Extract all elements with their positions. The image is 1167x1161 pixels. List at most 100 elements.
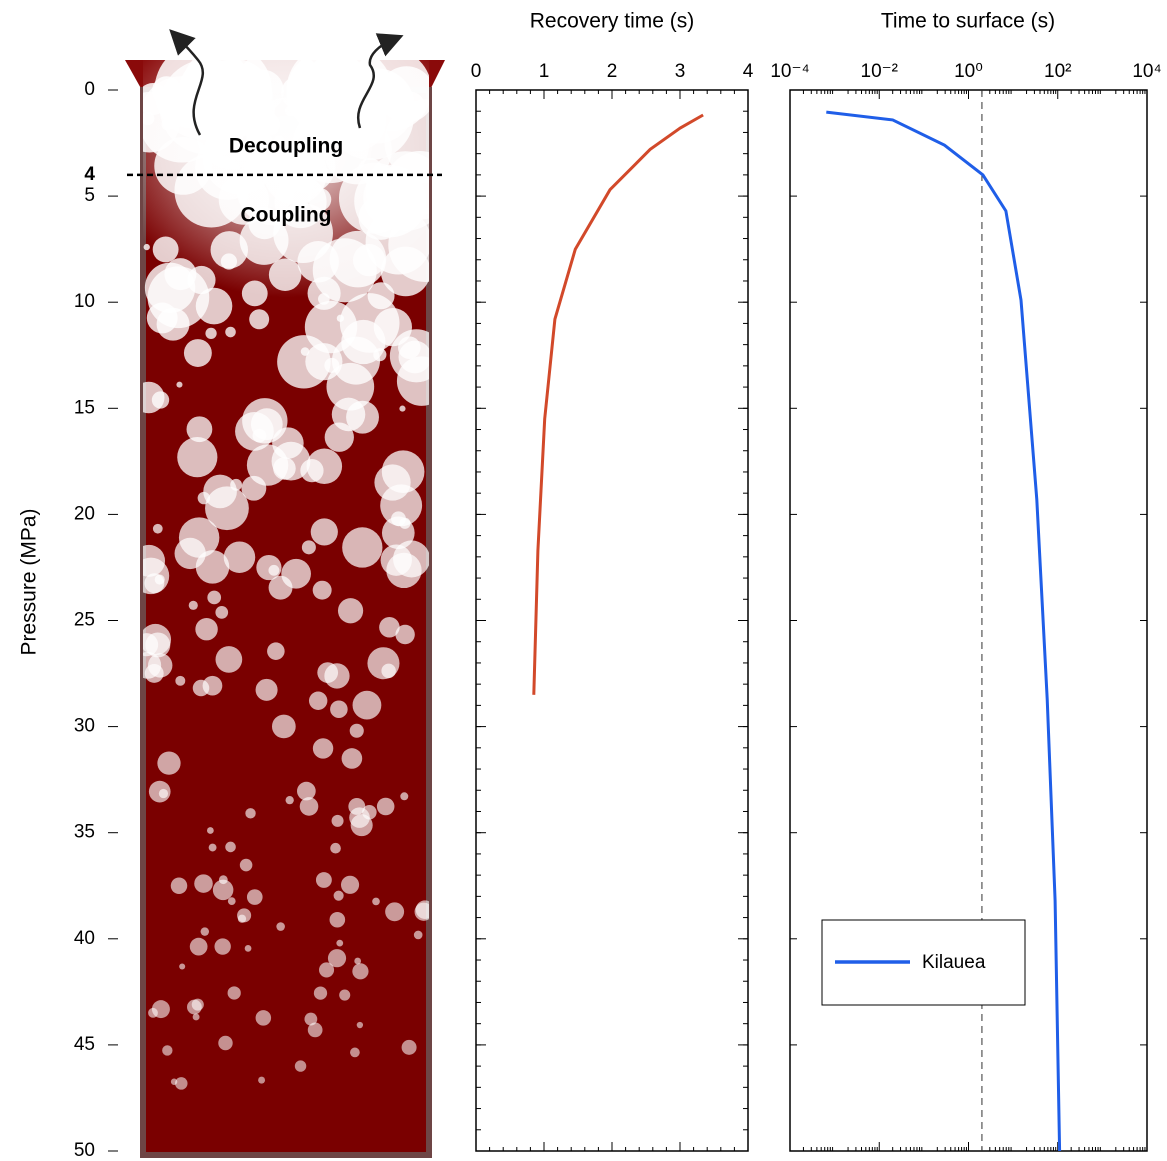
bubble <box>202 675 223 696</box>
bubble <box>183 339 212 367</box>
bubble <box>301 540 316 555</box>
bubble <box>381 516 415 550</box>
bubble <box>299 797 319 816</box>
bubble <box>356 1021 364 1029</box>
bubble <box>237 914 247 923</box>
chart-title: Time to surface (s) <box>881 10 1055 33</box>
bubble <box>175 1077 188 1090</box>
bubble <box>352 690 382 720</box>
bubble <box>312 738 334 759</box>
bubble <box>385 902 405 922</box>
bubble <box>281 558 311 589</box>
bubble <box>157 751 181 775</box>
bubble <box>367 647 400 680</box>
bubble <box>352 963 369 980</box>
bubble <box>376 797 395 816</box>
bubble <box>176 381 183 388</box>
bubble <box>200 927 210 936</box>
bubble <box>215 646 243 673</box>
bubble <box>341 748 363 769</box>
bubble <box>393 540 429 578</box>
bubble <box>337 598 364 624</box>
bubble <box>399 405 406 412</box>
bubble <box>246 889 263 905</box>
bubble <box>144 573 165 594</box>
bubble <box>250 408 283 441</box>
y-tick-label: 30 <box>74 716 95 737</box>
bubble <box>372 897 380 906</box>
bubble <box>327 949 347 968</box>
bubble <box>395 624 415 645</box>
bubble <box>391 511 406 527</box>
bubble <box>319 962 335 978</box>
bubble <box>340 875 360 894</box>
bubble <box>373 307 412 347</box>
bubble <box>205 327 217 340</box>
x-tick-label: 1 <box>539 61 550 82</box>
bubble <box>413 930 423 940</box>
x-tick-label: 10² <box>1044 61 1071 82</box>
y-tick-label: 45 <box>74 1034 95 1055</box>
y-tick-label: 15 <box>74 397 95 418</box>
bubble <box>304 1012 318 1026</box>
conduit <box>125 29 445 1158</box>
bubble <box>177 437 218 478</box>
bubble <box>223 541 256 573</box>
bubble <box>207 827 214 834</box>
bubble <box>396 356 429 406</box>
bubble <box>179 963 186 970</box>
bubble <box>143 633 159 657</box>
bubble <box>192 1013 200 1021</box>
bubble <box>305 343 343 381</box>
bubble <box>330 700 348 718</box>
bubble <box>152 523 163 534</box>
bubble <box>174 537 206 570</box>
bubble <box>342 527 383 568</box>
bubble <box>285 795 294 805</box>
bubble <box>143 381 165 414</box>
x-tick-label: 10⁰ <box>954 61 983 82</box>
bubble <box>313 986 328 1000</box>
x-tick-label: 10⁻² <box>861 61 899 82</box>
x-tick-label: 3 <box>675 61 686 82</box>
bubble <box>381 450 425 494</box>
x-tick-label: 2 <box>607 61 618 82</box>
bubble <box>310 518 338 546</box>
bubble <box>207 590 222 605</box>
bubble <box>350 814 373 837</box>
bubble <box>244 945 252 952</box>
bubble <box>188 600 198 610</box>
bubble <box>156 307 190 341</box>
bubble <box>336 939 344 947</box>
y-tick-label: 25 <box>74 610 95 631</box>
x-tick-label: 0 <box>471 61 482 82</box>
bubble <box>331 336 381 385</box>
chart-title: Recovery time (s) <box>530 10 695 33</box>
bubble <box>255 1010 272 1026</box>
y-tick-label: 50 <box>74 1140 95 1161</box>
bubble <box>194 874 213 893</box>
bubble <box>162 1045 173 1056</box>
bubble <box>189 937 208 956</box>
bubble <box>218 875 228 885</box>
bubble <box>350 1047 360 1058</box>
y-tick-label: 35 <box>74 822 95 843</box>
bubble <box>143 544 166 577</box>
bubble <box>267 642 285 660</box>
bubble <box>271 714 296 739</box>
bubble <box>227 897 236 906</box>
legend-label: Kilauea <box>922 952 986 973</box>
bubble <box>208 843 217 852</box>
bubble <box>330 842 341 854</box>
bubble <box>148 780 171 803</box>
bubble <box>300 458 324 483</box>
y-tick-label: 4 <box>84 164 95 185</box>
bubble <box>329 911 346 928</box>
bubble <box>175 675 186 686</box>
bubble <box>400 792 409 801</box>
bubble <box>308 691 328 710</box>
data-line <box>826 110 1062 1152</box>
bubble <box>307 1022 323 1038</box>
y-tick-label: 0 <box>84 79 95 100</box>
y-tick-label: 20 <box>74 503 95 524</box>
